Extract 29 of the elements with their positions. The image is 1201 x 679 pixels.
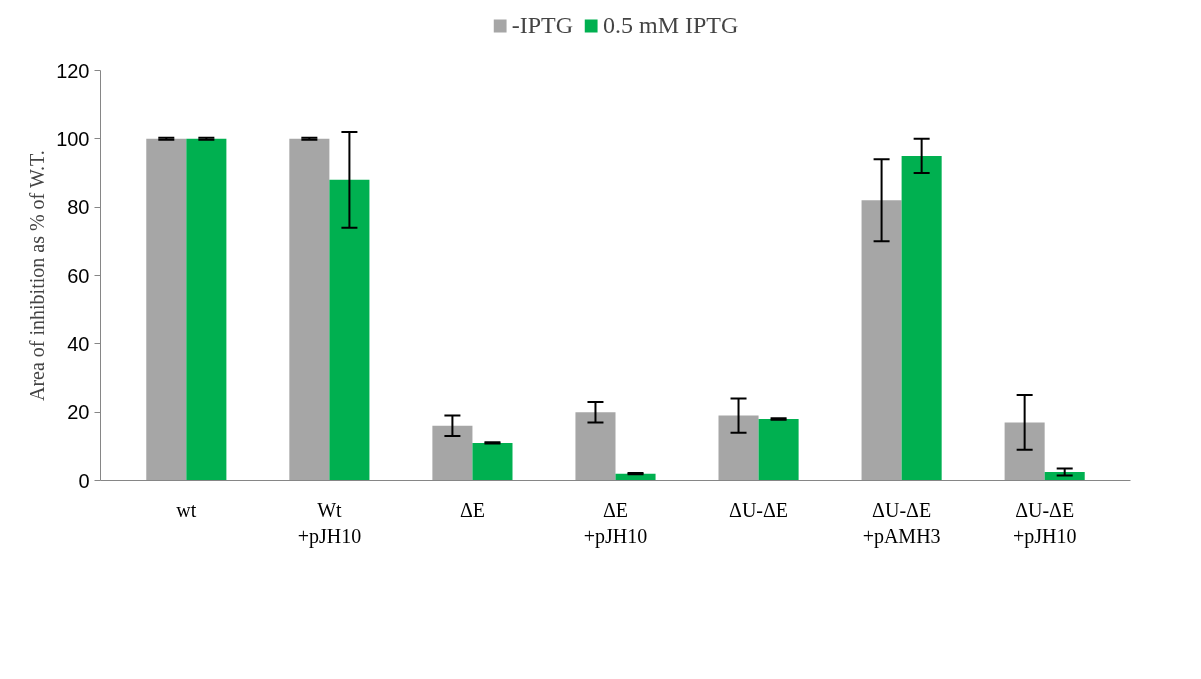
x-tick-label: wt — [176, 498, 197, 521]
bar — [329, 179, 370, 481]
legend-label: 0.5 mM IPTG — [602, 11, 739, 39]
x-tick-label: ΔE — [459, 498, 485, 521]
bar — [758, 419, 799, 481]
bar — [472, 442, 513, 481]
y-tick-label: 40 — [67, 332, 90, 355]
bar — [718, 415, 759, 481]
bar — [432, 425, 473, 481]
y-tick-label: 0 — [78, 469, 90, 492]
bar — [1004, 422, 1045, 481]
y-axis-title: Area of inhibition as % of W.T. — [26, 150, 49, 402]
x-tick-label: ΔU-ΔE +pAMH3 — [862, 498, 941, 548]
y-tick-label: 100 — [56, 127, 90, 150]
x-tick-label: ΔU-ΔE +pJH10 — [1012, 498, 1077, 548]
bar — [186, 138, 227, 481]
y-tick-label: 120 — [56, 59, 90, 82]
legend-label: -IPTG — [511, 11, 573, 39]
y-tick-label: 20 — [67, 401, 90, 424]
x-tick-label: ΔU-ΔE — [729, 498, 789, 521]
x-tick-label: ΔE +pJH10 — [583, 498, 648, 548]
bar — [901, 155, 942, 481]
y-tick-label: 80 — [67, 196, 90, 219]
bar — [289, 138, 330, 481]
x-tick-label: Wt +pJH10 — [297, 498, 362, 548]
bar — [575, 412, 616, 481]
bar — [861, 200, 902, 481]
y-tick-label: 60 — [67, 264, 90, 287]
bar — [146, 138, 187, 481]
